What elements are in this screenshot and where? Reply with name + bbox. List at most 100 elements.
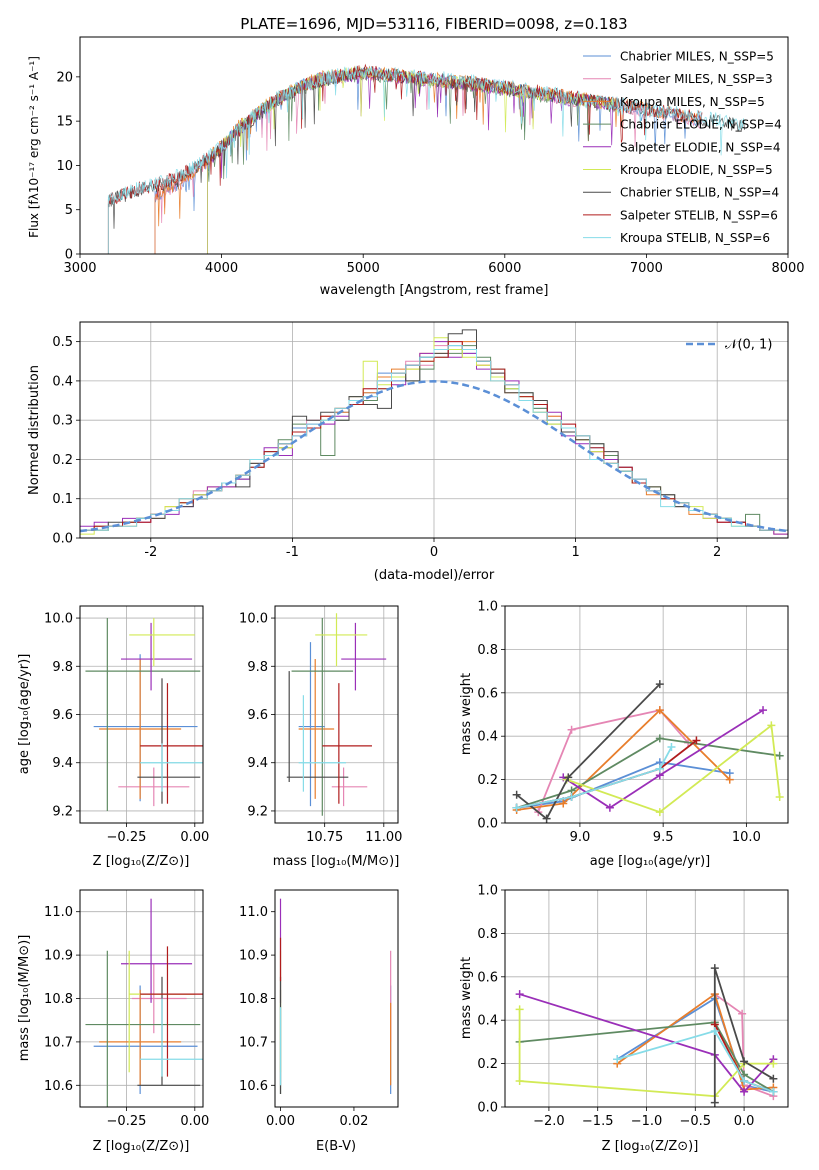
residuals-ytick-label: 0.2 [52,453,73,468]
residuals-frame [79,321,789,539]
weight-vs-age-point [542,814,551,823]
weight-vs-age-point [512,803,521,812]
residuals-xtick-label: 2 [713,545,721,560]
weight-vs-Z-ylabel: mass weight [459,957,474,1039]
mass-vs-EBV-frame [274,889,399,1108]
mass-vs-Z-ytick-label: 10.7 [44,1035,73,1050]
weight-vs-Z-point [710,964,719,973]
spectrum-legend-label: Kroupa MILES, N_SSP=5 [620,95,765,109]
mass-vs-Z-xtick-label: 0.00 [180,1114,209,1129]
age-vs-mass-xlabel: mass [log₁₀(M/M⊙)] [273,854,400,869]
weight-vs-Z-ytick-label: 1.0 [477,884,498,899]
weight-vs-Z-point [738,1009,747,1018]
weight-vs-Z-plot-area [515,964,778,1107]
weight-vs-age-point [567,792,576,801]
weight-vs-age-point [775,792,784,801]
weight-vs-age-point [564,773,573,782]
weight-vs-age-ytick-label: 0.0 [477,817,498,832]
weight-vs-Z-series-line [714,993,774,1098]
spectrum-title: PLATE=1696, MJD=53116, FIBERID=0098, z=0… [240,15,627,33]
residuals-ytick-label: 0.4 [52,374,73,389]
weight-vs-age-axes: 9.0 9.5 10.0 0.0 0.2 0.4 0.6 0.8 1.0 [477,600,789,845]
spectrum-legend-label: Kroupa STELIB, N_SSP=6 [620,231,770,245]
weight-vs-Z-series-line [713,967,774,1103]
weight-vs-age-point [655,680,664,689]
spectrum-legend-label: Chabrier MILES, N_SSP=5 [620,50,774,64]
residuals-xtick-label: -1 [286,545,299,560]
mass-vs-Z-ytick-label: 11.0 [44,905,73,920]
age-vs-Z-ytick-label: 9.2 [52,804,73,819]
spectrum-ytick-label: 10 [56,159,73,174]
weight-vs-Z-xtick-label: −1.0 [631,1114,663,1129]
weight-vs-Z-series-line [616,992,774,1091]
age-vs-Z-ytick-label: 9.8 [52,660,73,675]
mass-vs-Z-frame [79,889,204,1108]
age-vs-Z-xtick-label: −0.25 [107,830,147,845]
age-vs-Z-plot-area [85,618,203,811]
spectrum-plot-area [107,63,745,254]
residuals-legend-label: 𝒩(0, 1) [725,338,772,353]
age-vs-mass-xtick-label: 10.75 [306,830,343,845]
residuals-xtick-label: 1 [571,545,579,560]
weight-vs-age-series-line [516,737,780,809]
spectrum-xtick-label: 4000 [205,261,238,276]
mass-vs-EBV-ytick-label: 10.8 [239,992,268,1007]
mass-vs-EBV-xtick-label: 0.02 [339,1114,368,1129]
age-vs-mass-axes: 10.75 11.00 9.2 9.4 9.6 9.8 10.0 [239,605,402,845]
spectrum-series-line [107,65,745,254]
spectrum-legend-label: Kroupa ELODIE, N_SSP=5 [620,163,773,177]
spectrum-legend-label: Salpeter ELODIE, N_SSP=4 [620,140,781,154]
weight-vs-age-point [512,790,521,799]
weight-vs-age-ytick-label: 0.8 [477,643,498,658]
weight-vs-Z-series-line [519,993,775,1094]
weight-vs-age-point [692,736,701,745]
weight-vs-age-point [667,743,676,752]
weight-vs-Z-axes: −2.0 −1.5 −1.0 −0.5 0.0 0.0 0.2 0.4 0.6 0.8 1.0 [477,884,789,1129]
weight-vs-Z-ytick-label: 0.6 [477,970,498,985]
weight-vs-age-ytick-label: 0.2 [477,773,498,788]
spectrum-xtick-label: 3000 [63,261,96,276]
spectrum-ytick-label: 0 [65,248,73,263]
residuals-xtick-label: -2 [144,545,157,560]
weight-vs-Z-point [769,1059,778,1068]
residuals-ytick-label: 0.3 [52,414,73,429]
age-vs-Z-ylabel: age [log₁₀(age/yr)] [17,654,32,775]
age-vs-mass-ytick-label: 9.6 [247,708,268,723]
age-vs-Z-axes: −0.25 0.00 9.2 9.4 9.6 9.8 10.0 [44,605,209,845]
residuals-plot-area [80,329,788,538]
age-vs-Z-xtick-label: 0.00 [180,830,209,845]
spectrum-xtick-label: 5000 [347,261,380,276]
spectrum-xlabel: wavelength [Angstrom, rest frame] [320,283,549,298]
weight-vs-Z-xtick-label: −2.0 [533,1114,565,1129]
mass-vs-Z-ytick-label: 10.9 [44,949,73,964]
spectrum-axes: 3000 4000 5000 6000 7000 8000 0 5 10 15 20 Chabrier… [56,36,805,276]
weight-vs-age-xtick-label: 9.5 [653,830,674,845]
weight-vs-Z-point [740,1057,749,1066]
weight-vs-Z-xtick-label: −0.5 [680,1114,712,1129]
weight-vs-age-series-line [516,708,731,811]
weight-vs-Z-frame [504,889,789,1108]
weight-vs-Z-ytick-label: 0.8 [477,927,498,942]
weight-vs-age-series-line [516,746,673,809]
weight-vs-age-xtick-label: 10.0 [732,830,761,845]
age-vs-Z-xlabel: Z [log₁₀(Z/Z⊙)] [93,854,190,869]
residuals-xtick-label: 0 [430,545,438,560]
weight-vs-age-point [767,721,776,730]
weight-vs-Z-point [515,990,524,999]
weight-vs-Z-ytick-label: 0.2 [477,1057,498,1072]
residuals-ytick-label: 0.0 [52,532,73,547]
residuals-ytick-label: 0.1 [52,492,73,507]
weight-vs-age-xlabel: age [log₁₀(age/yr)] [590,854,711,869]
mass-vs-Z-ylabel: mass [log₁₀(M/M⊙)] [17,935,32,1062]
weight-vs-Z-series-line [616,1029,774,1093]
mass-vs-Z-xtick-label: −0.25 [107,1114,147,1129]
age-vs-Z-ytick-label: 9.4 [52,756,73,771]
spectrum-ytick-label: 20 [56,70,73,85]
weight-vs-age-point [775,751,784,760]
spectrum-xtick-label: 8000 [771,261,804,276]
weight-vs-Z-point [710,1098,719,1107]
age-vs-Z-frame [79,605,204,824]
spectrum-ytick-label: 15 [56,115,73,130]
weight-vs-age-series-line [537,709,689,813]
spectrum-xtick-label: 7000 [630,261,663,276]
